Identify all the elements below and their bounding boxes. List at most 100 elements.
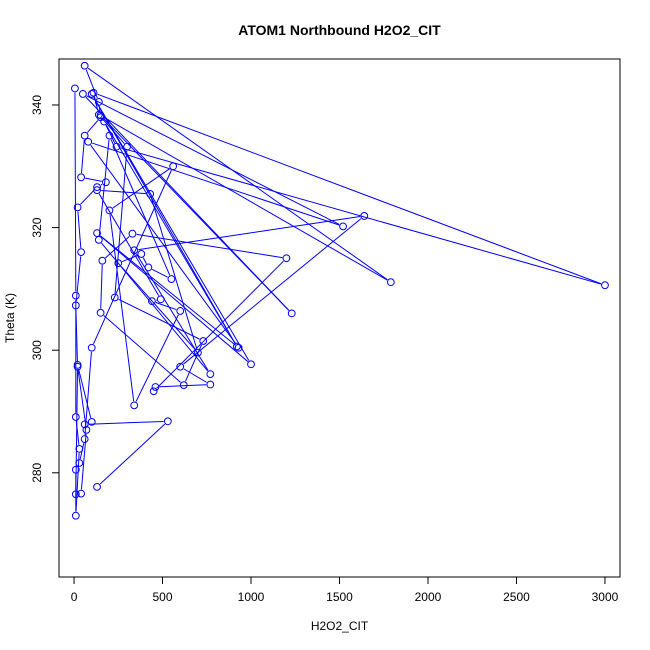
data-point xyxy=(73,362,82,371)
series-line-segment xyxy=(85,177,102,182)
data-point xyxy=(77,173,86,182)
series-line-segment xyxy=(87,120,99,133)
series-line-segment xyxy=(100,183,103,186)
data-point xyxy=(130,246,139,255)
y-axis: 280 300 320 340 xyxy=(30,95,60,483)
data-point xyxy=(144,263,153,272)
series-line-segment xyxy=(155,302,177,311)
data-point xyxy=(77,489,86,498)
y-tick-label: 320 xyxy=(30,217,44,237)
series-layer xyxy=(71,61,609,520)
data-point xyxy=(601,281,609,290)
plot-frame xyxy=(58,58,621,578)
series-line-segment xyxy=(88,420,164,425)
series-line-segment xyxy=(109,214,135,402)
data-point xyxy=(114,259,123,268)
data-point xyxy=(206,370,215,378)
series-line-segment xyxy=(105,236,130,259)
data-point xyxy=(206,380,215,389)
series-line-segment xyxy=(151,268,168,278)
series-line-segment xyxy=(75,453,80,512)
series-line-segment xyxy=(120,265,196,350)
series-line-segment xyxy=(98,139,110,236)
series-line-segment xyxy=(98,193,160,296)
data-point xyxy=(176,362,185,371)
series-line-segment xyxy=(93,97,236,344)
series-line-segment xyxy=(183,368,207,383)
series-line-segment xyxy=(75,369,79,491)
data-point xyxy=(93,183,101,192)
series-line-segment xyxy=(93,169,172,345)
series-line-segment xyxy=(92,142,340,226)
data-point xyxy=(80,435,89,443)
y-tick-label: 280 xyxy=(30,462,44,482)
data-point xyxy=(75,459,84,467)
data-point xyxy=(94,110,103,119)
x-axis: 0 500 1000 1500 2000 2500 3000 xyxy=(71,576,619,604)
data-point xyxy=(71,511,80,520)
data-point xyxy=(89,88,98,97)
data-point xyxy=(247,360,255,369)
data-point xyxy=(110,293,119,302)
series-line-segment xyxy=(90,144,237,345)
data-point xyxy=(282,254,291,263)
y-tick-label: 340 xyxy=(30,95,44,115)
data-point xyxy=(84,137,93,146)
data-point xyxy=(137,250,146,258)
data-point xyxy=(100,117,109,126)
series-line-segment xyxy=(136,233,283,259)
series-line-segment xyxy=(87,67,388,281)
series-line-segment xyxy=(99,423,166,485)
data-point xyxy=(87,90,96,98)
data-point xyxy=(105,206,114,215)
data-point xyxy=(93,482,101,491)
series-line-segment xyxy=(135,314,179,402)
x-tick-label: 2500 xyxy=(503,590,530,604)
series-line-segment xyxy=(77,211,82,248)
series-line-segment xyxy=(75,421,80,445)
series-line-segment xyxy=(80,189,95,205)
data-point xyxy=(123,142,132,151)
data-point xyxy=(71,413,80,421)
series-line-segment xyxy=(156,260,284,389)
data-point xyxy=(94,235,103,244)
data-point xyxy=(80,131,89,140)
data-point xyxy=(87,418,96,426)
data-point xyxy=(80,420,89,429)
data-point xyxy=(71,301,80,310)
data-point xyxy=(98,256,107,265)
series-line-segment xyxy=(78,368,92,418)
series-line-segment xyxy=(101,189,146,195)
data-point xyxy=(80,61,89,70)
y-axis-label: Theta (K) xyxy=(3,293,17,343)
data-point xyxy=(96,308,105,317)
data-point xyxy=(78,90,87,98)
data-point xyxy=(169,162,178,171)
series-line-segment xyxy=(138,216,361,251)
data-point xyxy=(360,212,369,220)
series-line-segment xyxy=(135,253,209,371)
series-line-segment xyxy=(85,96,290,311)
x-tick-label: 0 xyxy=(71,590,78,604)
x-tick-label: 3000 xyxy=(592,590,619,604)
series-line-segment xyxy=(103,117,388,281)
series-line-segment xyxy=(110,139,171,276)
chart-title: ATOM1 Northbound H2O2_CIT xyxy=(238,22,441,38)
data-point xyxy=(87,343,96,352)
series-line-segment xyxy=(80,434,87,490)
y-tick-label: 300 xyxy=(30,340,44,360)
data-point xyxy=(339,222,347,231)
data-point xyxy=(94,98,103,106)
data-point xyxy=(386,278,395,287)
data-point xyxy=(82,425,91,434)
data-point xyxy=(128,229,137,238)
data-point xyxy=(105,131,114,140)
series-line-segment xyxy=(100,264,103,309)
series-line-segment xyxy=(97,93,602,285)
series-line-segment xyxy=(142,257,147,264)
data-point xyxy=(112,142,121,151)
series-line-segment xyxy=(80,139,85,174)
data-point xyxy=(163,417,172,426)
data-point xyxy=(232,342,241,351)
data-point xyxy=(71,490,80,499)
